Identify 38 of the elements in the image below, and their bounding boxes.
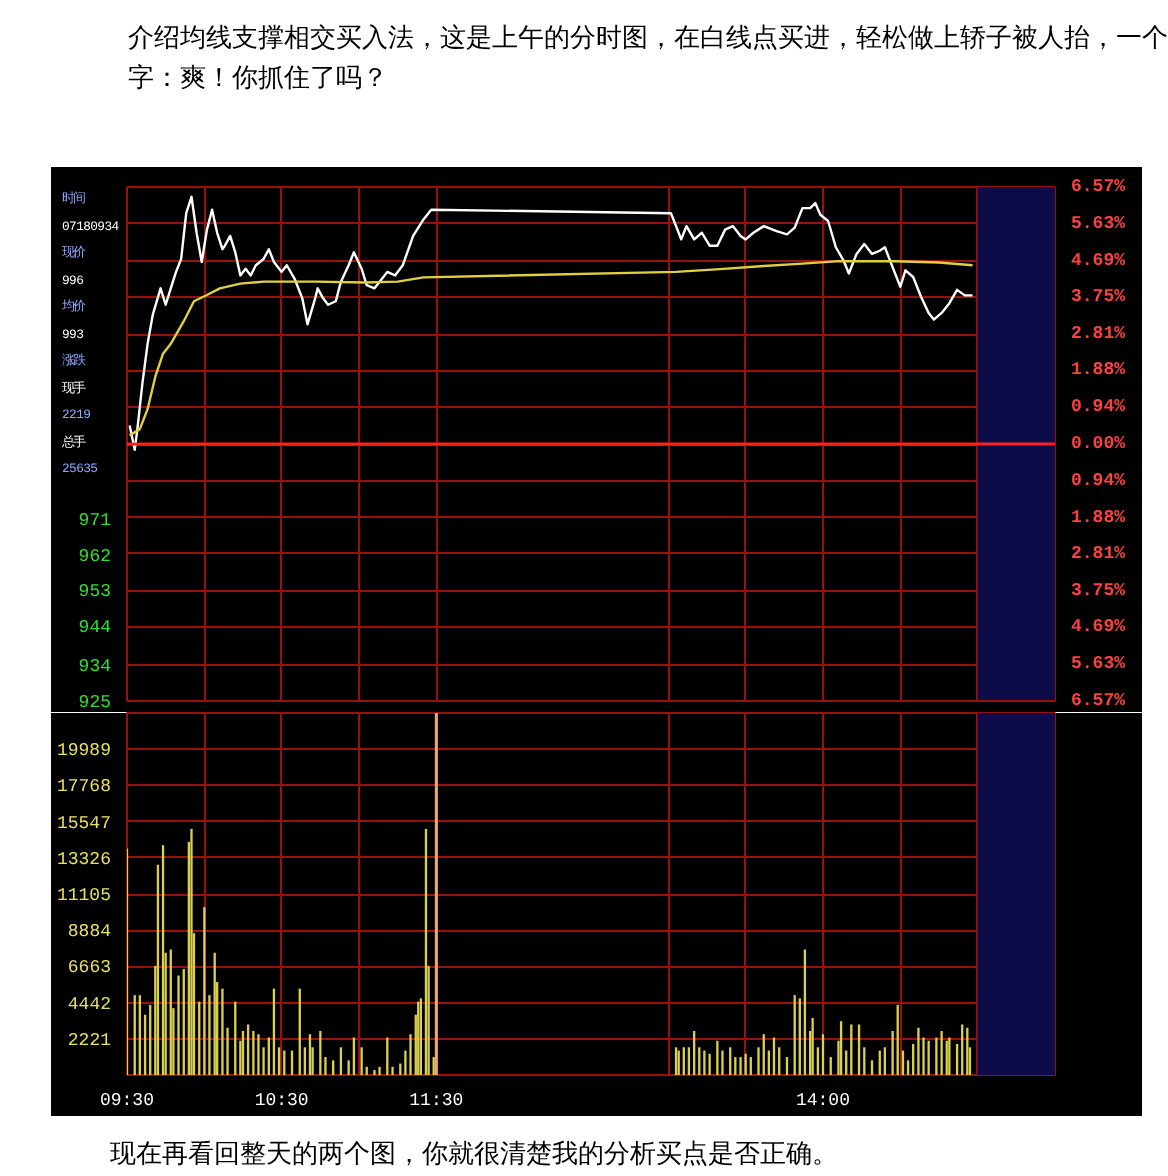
y-tick-label: 4.69% bbox=[1071, 617, 1127, 638]
y-tick-label: 5.63% bbox=[1071, 654, 1127, 675]
chart-title: 介绍均线支撑相交买入法，这是上午的分时图，在白线点买进，轻松做上轿子被人抬，一个字：爽！你抓住了吗？ bbox=[128, 20, 1168, 96]
y-tick-label: 5.63% bbox=[1071, 213, 1127, 234]
y-tick-label: 11105 bbox=[56, 886, 112, 906]
x-tick-label: 14:00 bbox=[796, 1091, 851, 1111]
y2-tick-label: 934 bbox=[78, 657, 111, 678]
y-tick-label: 6.57% bbox=[1071, 691, 1127, 711]
y-tick-label: 1.88% bbox=[1071, 507, 1127, 528]
y-tick-label: 3.75% bbox=[1071, 580, 1127, 601]
y-tick-label: 15547 bbox=[56, 813, 112, 834]
y-tick-label: 2.81% bbox=[1071, 324, 1127, 345]
x-tick-label: 09:30 bbox=[100, 1091, 155, 1111]
y-tick-label: 0.00% bbox=[1071, 434, 1127, 454]
y-tick-label: 6663 bbox=[67, 958, 112, 979]
y-tick-label: 4.69% bbox=[1071, 250, 1127, 271]
line-series bbox=[128, 195, 974, 452]
y-tick-label: 4442 bbox=[67, 994, 112, 1015]
y-tick-label: 3.75% bbox=[1071, 287, 1127, 308]
y-tick-label: 0.94% bbox=[1071, 397, 1127, 418]
y-tick-label: 0.94% bbox=[1071, 470, 1127, 491]
line-series bbox=[128, 260, 974, 437]
y-tick-label: 6.57% bbox=[1071, 177, 1127, 197]
y2-tick-label: 971 bbox=[78, 511, 111, 532]
y-tick-label: 19989 bbox=[56, 741, 112, 762]
y-tick-label: 1.88% bbox=[1071, 360, 1127, 381]
y2-tick-label: 925 bbox=[78, 693, 111, 713]
y-tick-label: 13326 bbox=[56, 849, 112, 870]
x-tick-label: 10:30 bbox=[254, 1091, 309, 1111]
y2-tick-label: 962 bbox=[78, 546, 111, 567]
y2-tick-label: 953 bbox=[78, 582, 111, 603]
y2-tick-label: 944 bbox=[78, 617, 111, 638]
y-tick-label: 2.81% bbox=[1071, 543, 1127, 564]
y-tick-label: 2221 bbox=[67, 1030, 112, 1051]
x-tick-label: 11:30 bbox=[409, 1091, 464, 1111]
y-tick-label: 8884 bbox=[67, 922, 112, 943]
text: 现在再看回整天的两个图，你就很清楚我的分析买点是否正确。 bbox=[110, 1136, 838, 1172]
y-tick-label: 17768 bbox=[56, 777, 112, 798]
